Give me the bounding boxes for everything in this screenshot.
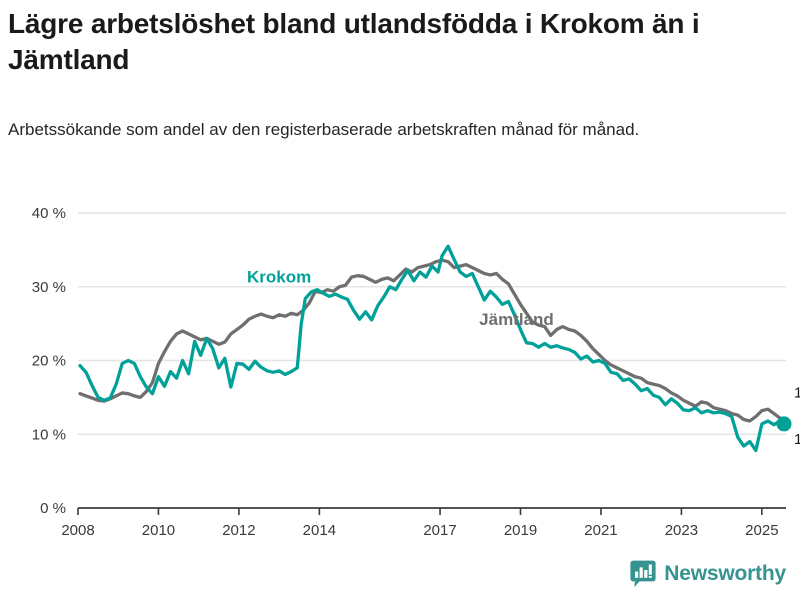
page-subtitle: Arbetssökande som andel av den registerb… bbox=[8, 120, 640, 139]
xtick-label-2008: 2008 bbox=[61, 522, 94, 535]
page-title: Lägre arbetslöshet bland utlandsfödda i … bbox=[8, 8, 700, 75]
newsworthy-logo[interactable]: Newsworthy bbox=[630, 560, 786, 588]
xtick-label-2023: 2023 bbox=[665, 522, 698, 535]
xtick-label-2019: 2019 bbox=[504, 522, 537, 535]
ytick-label-10: 10 % bbox=[32, 426, 66, 443]
bar-chart-bubble-icon bbox=[630, 560, 656, 587]
line-chart: 0 % 10 % 20 % 30 % 40 % 2008 2010 2012 2014 2017 2… bbox=[32, 205, 800, 535]
krokom-end-value: 11,4 % bbox=[794, 431, 800, 448]
ytick-label-0: 0 % bbox=[40, 500, 66, 517]
xtick-label-2017: 2017 bbox=[423, 522, 456, 535]
ytick-label-40: 40 % bbox=[32, 205, 66, 222]
krokom-inline-label: Krokom bbox=[247, 267, 311, 286]
jamtland-end-value: 11,9 % bbox=[794, 384, 800, 401]
ytick-label-30: 30 % bbox=[32, 279, 66, 296]
logo-text: Newsworthy bbox=[664, 562, 786, 585]
jamtland-inline-label: Jämtland bbox=[479, 310, 554, 329]
xtick-label-2021: 2021 bbox=[584, 522, 617, 535]
xtick-label-2012: 2012 bbox=[222, 522, 255, 535]
chart-container: 0 % 10 % 20 % 30 % 40 % 2008 2010 2012 2014 2017 2… bbox=[0, 190, 800, 535]
xtick-label-2025: 2025 bbox=[745, 522, 778, 535]
series-line-krokom bbox=[78, 244, 786, 453]
xtick-label-2010: 2010 bbox=[142, 522, 175, 535]
xtick-label-2014: 2014 bbox=[303, 522, 336, 535]
ytick-label-20: 20 % bbox=[32, 353, 66, 370]
series-line-jmtland bbox=[78, 258, 786, 423]
